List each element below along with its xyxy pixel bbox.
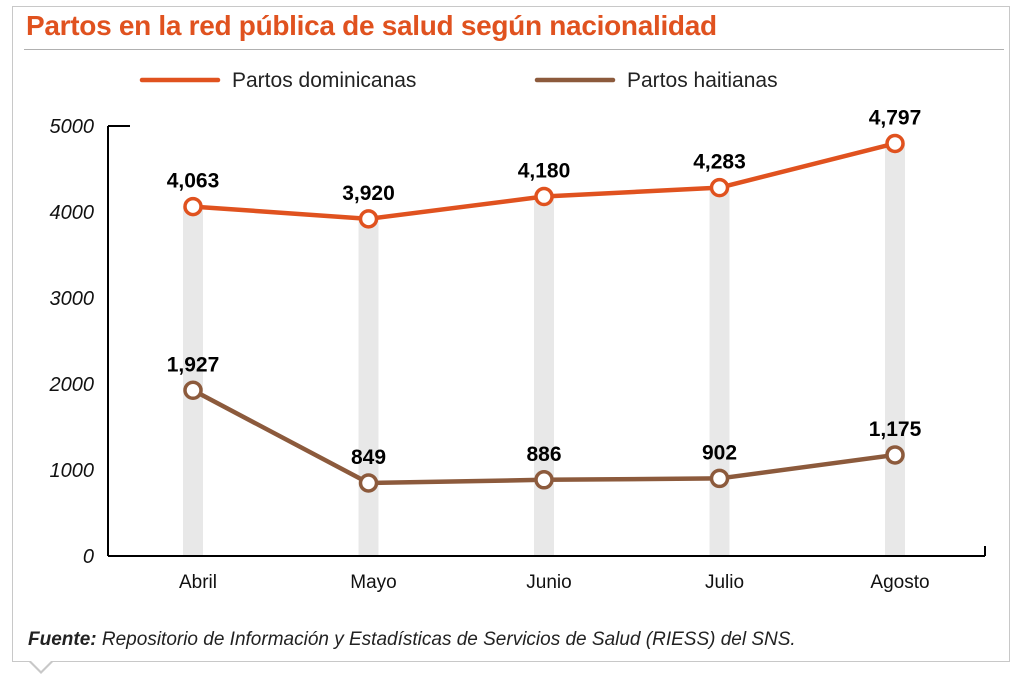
source-label: Fuente: [28, 629, 97, 650]
data-point [885, 445, 905, 465]
y-tick-label: 3000 [50, 288, 95, 310]
x-tick-label: Agosto [870, 572, 929, 593]
y-tick-label: 5000 [50, 116, 95, 138]
data-point [534, 470, 554, 490]
data-point [183, 196, 203, 217]
legend-label: Partos haitianas [627, 69, 778, 92]
data-label: 3,920 [342, 182, 395, 205]
guide-bar-julio [709, 187, 730, 557]
legend-label: Partos dominicanas [232, 69, 416, 92]
data-label: 4,797 [869, 106, 922, 129]
y-tick-label: 1000 [50, 460, 95, 482]
guide-bar-mayo [358, 218, 379, 556]
chart-frame [12, 6, 1010, 662]
data-point [709, 177, 730, 198]
data-point [358, 473, 379, 493]
data-label: 902 [702, 441, 737, 464]
data-label: 4,180 [518, 160, 571, 183]
data-label: 886 [526, 443, 561, 466]
source-text: Repositorio de Información y Estadística… [101, 629, 796, 650]
data-label: 1,927 [167, 353, 220, 376]
data-point [534, 186, 554, 207]
data-label: 4,283 [693, 151, 746, 174]
x-tick-label: Julio [705, 572, 744, 593]
x-tick-label: Abril [179, 572, 217, 593]
data-point [183, 380, 203, 401]
x-tick-label: Junio [526, 572, 571, 593]
chart-title: Partos en la red pública de salud según … [26, 10, 717, 41]
data-point [709, 468, 730, 489]
data-point [885, 133, 905, 154]
data-label: 1,175 [869, 418, 922, 441]
y-tick-label: 4000 [50, 202, 95, 224]
data-label: 849 [351, 446, 386, 469]
guide-bar-agosto [885, 143, 905, 556]
title-divider [24, 49, 1004, 50]
data-label: 4,063 [167, 170, 220, 193]
x-tick-label: Mayo [350, 572, 396, 593]
source-note: Fuente: Repositorio de Información y Est… [28, 629, 796, 651]
guide-bar-junio [534, 196, 554, 556]
y-tick-label: 0 [83, 546, 94, 568]
data-point [358, 209, 379, 229]
y-tick-label: 2000 [49, 374, 95, 396]
